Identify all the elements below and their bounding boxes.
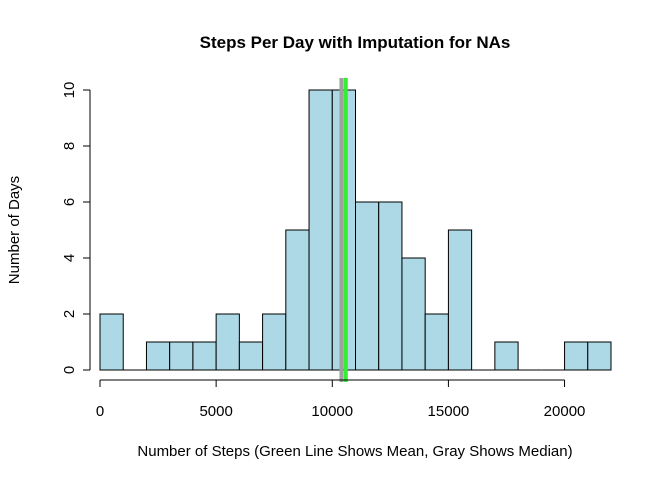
y-tick-label: 6 xyxy=(61,198,78,206)
reference-lines-group xyxy=(339,78,348,382)
y-tick-label: 0 xyxy=(61,366,78,374)
histogram-bar xyxy=(587,341,612,371)
histogram-bar xyxy=(285,229,310,371)
histogram-bar xyxy=(262,313,287,371)
histogram-bar xyxy=(215,313,240,371)
x-tick-label: 0 xyxy=(96,403,104,420)
bars-group xyxy=(99,89,612,371)
y-tick-label: 4 xyxy=(61,254,78,262)
x-tick-label: 10000 xyxy=(311,403,353,420)
histogram-bar xyxy=(494,341,519,371)
y-tick-label: 10 xyxy=(61,82,78,99)
y-axis: 0 2 4 6 8 10 xyxy=(61,82,91,374)
x-tick-label: 15000 xyxy=(428,403,470,420)
x-tick-label: 20000 xyxy=(544,403,586,420)
histogram-bar xyxy=(401,257,426,371)
histogram-bar xyxy=(192,341,217,371)
histogram-bar xyxy=(424,313,449,371)
histogram-bar xyxy=(564,341,589,371)
histogram-bar xyxy=(99,313,124,371)
histogram-bar xyxy=(447,229,473,371)
histogram-bar xyxy=(308,89,333,371)
histogram-bar xyxy=(355,201,380,371)
y-axis-label: Number of Days xyxy=(6,176,23,284)
histogram-bar xyxy=(145,341,171,371)
x-axis-label: Number of Steps (Green Line Shows Mean, … xyxy=(137,443,572,460)
chart-title: Steps Per Day with Imputation for NAs xyxy=(200,33,511,52)
y-tick-label: 2 xyxy=(61,310,78,318)
histogram-bar xyxy=(169,341,194,371)
x-tick-label: 5000 xyxy=(199,403,232,420)
histogram-bar xyxy=(378,201,403,371)
x-axis: 0 5000 10000 15000 20000 xyxy=(96,379,586,420)
histogram-bar xyxy=(238,341,264,371)
y-tick-label: 8 xyxy=(61,142,78,150)
